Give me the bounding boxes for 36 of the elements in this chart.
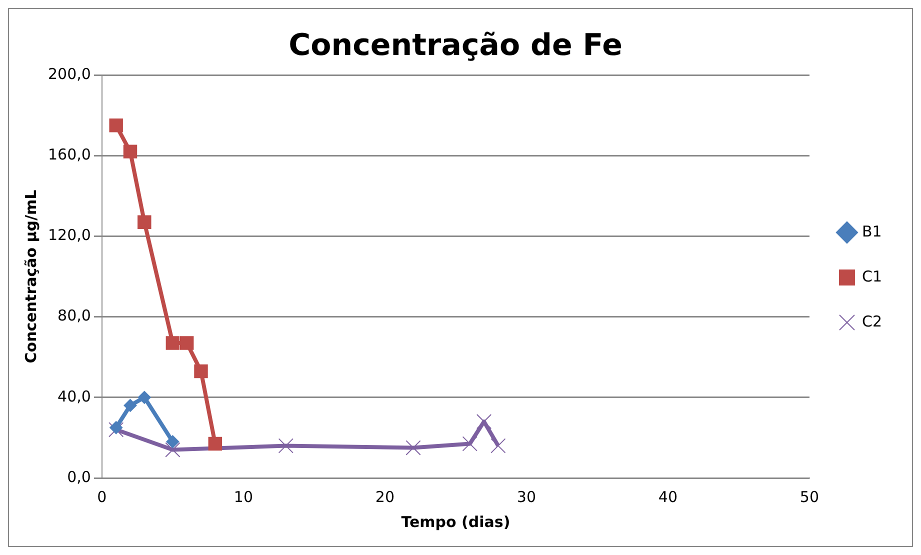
point [180,336,194,350]
y-axis-title: Concentração µg/mL [22,189,40,364]
point [476,414,492,430]
x-tick-label: 30 [516,488,536,506]
point [208,436,222,451]
legend-label: C2 [862,312,882,330]
point [110,421,123,434]
point [123,144,138,158]
point [138,390,151,404]
x-tick-label: 20 [375,488,395,506]
point [138,215,152,229]
legend-label: C1 [862,267,882,286]
x-tick-label: 40 [658,488,678,506]
point [194,364,208,378]
y-tick-label: 120,0 [48,226,91,244]
chart-title: Concentração de Fe [288,28,622,63]
point [109,118,123,132]
x-tick-label: 10 [234,488,253,506]
x-axis-title: Tempo (dias) [401,512,510,531]
point [406,440,421,456]
point [462,436,478,452]
point [278,438,294,454]
y-tick-label: 40,0 [58,387,91,406]
y-tick-label: 80,0 [58,306,91,325]
point [490,438,506,454]
point [166,435,180,448]
x-tick-label: 50 [800,488,820,506]
point [165,442,180,458]
point [124,398,137,412]
y-tick-label: 160,0 [48,145,91,164]
point [166,336,180,350]
x-tick-label: 0 [97,488,107,506]
point [108,422,124,438]
legend-label: B1 [862,222,882,240]
y-tick-label: 0,0 [67,468,91,486]
y-tick-label: 200,0 [48,64,91,83]
